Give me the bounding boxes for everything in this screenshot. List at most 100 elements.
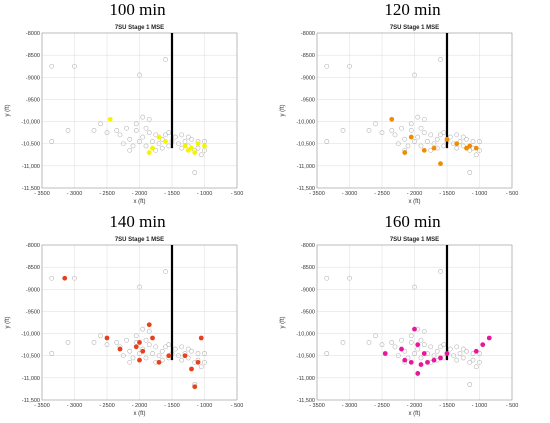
plot-title: 7SU Stage 1 MSE — [390, 25, 439, 31]
highlight-point — [150, 335, 155, 341]
background-point — [460, 355, 466, 361]
y-tick-label: -11,000 — [22, 164, 40, 170]
background-point — [412, 139, 417, 144]
background-point — [389, 128, 395, 133]
highlight-point — [421, 147, 427, 153]
background-point — [324, 63, 330, 69]
background-point — [91, 340, 97, 345]
highlight-point — [198, 335, 204, 341]
background-point — [179, 132, 185, 138]
background-point — [49, 63, 55, 69]
highlight-point — [431, 145, 437, 151]
highlight-point — [382, 351, 388, 356]
x-tick-label: - 2000 — [132, 191, 148, 197]
highlight-point — [156, 359, 162, 365]
x-tick-label: - 2500 — [99, 191, 115, 197]
background-point — [198, 364, 204, 370]
highlight-point — [163, 139, 168, 144]
background-point — [447, 346, 453, 352]
background-point — [140, 114, 146, 120]
background-point — [438, 57, 443, 62]
panel-title: 100 min — [109, 0, 166, 19]
background-point — [454, 145, 460, 151]
background-point — [340, 340, 346, 345]
scatter-plot-140-min: 7SU Stage 1 MSE - 3500 - 3000 - 2500 - 2000 -… — [5, 237, 243, 417]
background-point — [399, 125, 404, 131]
background-point — [464, 136, 469, 142]
background-point — [467, 382, 473, 387]
y-tick-label: -8000 — [26, 243, 40, 249]
highlight-point — [107, 116, 113, 122]
plot-frame — [316, 244, 513, 401]
panel-title: 140 min — [109, 212, 166, 231]
x-tick-label: - 2500 — [99, 403, 115, 409]
y-tick-label: -9000 — [301, 75, 315, 81]
background-point — [195, 351, 201, 356]
highlight-point — [431, 357, 437, 363]
background-point — [137, 284, 142, 290]
highlight-point — [399, 346, 404, 352]
background-point — [373, 121, 378, 127]
highlight-point — [418, 362, 424, 367]
background-point — [72, 63, 77, 69]
background-point — [114, 340, 120, 345]
background-point — [454, 357, 460, 363]
background-point — [49, 351, 55, 356]
x-tick-label: - 500 — [506, 191, 519, 197]
background-point — [150, 139, 155, 144]
y-tick-label: -8000 — [301, 31, 315, 37]
x-tick-label: - 2500 — [374, 403, 390, 409]
background-point — [124, 337, 129, 343]
background-point — [143, 143, 149, 149]
background-point — [202, 359, 207, 365]
background-point — [418, 125, 424, 131]
background-point — [65, 128, 71, 133]
background-point — [402, 136, 408, 142]
background-point — [425, 139, 430, 144]
panel-title: 160 min — [384, 212, 441, 231]
background-point — [130, 143, 136, 149]
background-point — [464, 348, 469, 354]
y-axis-label: y (ft) — [5, 317, 11, 329]
background-point — [473, 364, 479, 370]
y-tick-label: -10,000 — [296, 120, 315, 126]
background-point — [412, 351, 417, 356]
background-point — [447, 134, 453, 140]
y-tick-label: -11,500 — [22, 398, 40, 404]
background-point — [137, 139, 142, 144]
background-point — [467, 170, 473, 175]
panel-100-min: 100 min 7SU Stage 1 MSE - 3500 - 3000 - 250… — [0, 0, 275, 211]
x-axis-label: x (ft) — [409, 199, 421, 205]
background-point — [172, 346, 178, 352]
y-tick-label: -10,500 — [21, 142, 40, 148]
background-point — [434, 136, 440, 142]
background-point — [428, 147, 434, 153]
background-point — [408, 333, 414, 339]
x-tick-label: - 3500 — [309, 191, 325, 197]
background-point — [127, 348, 133, 354]
x-tick-label: - 1000 — [197, 403, 213, 409]
y-tick-label: -11,000 — [22, 376, 40, 382]
highlight-point — [408, 359, 414, 365]
y-tick-label: -11,500 — [297, 398, 315, 404]
background-point — [153, 147, 159, 153]
background-point — [392, 344, 398, 350]
background-point — [441, 143, 447, 149]
background-point — [104, 130, 110, 136]
highlight-point — [117, 346, 123, 352]
background-point — [438, 269, 443, 274]
highlight-point — [444, 351, 450, 356]
background-point — [146, 130, 152, 136]
highlight-point — [438, 161, 443, 167]
y-tick-label: -10,500 — [296, 354, 315, 360]
plot-frame — [41, 244, 238, 401]
y-tick-label: -9500 — [26, 309, 40, 315]
background-point — [324, 139, 330, 144]
x-tick-label: - 3000 — [67, 403, 83, 409]
x-tick-label: - 3000 — [342, 403, 358, 409]
background-point — [408, 121, 414, 127]
highlight-point — [412, 326, 417, 332]
y-tick-label: -8000 — [301, 243, 315, 249]
background-point — [179, 145, 185, 151]
background-point — [179, 357, 185, 363]
